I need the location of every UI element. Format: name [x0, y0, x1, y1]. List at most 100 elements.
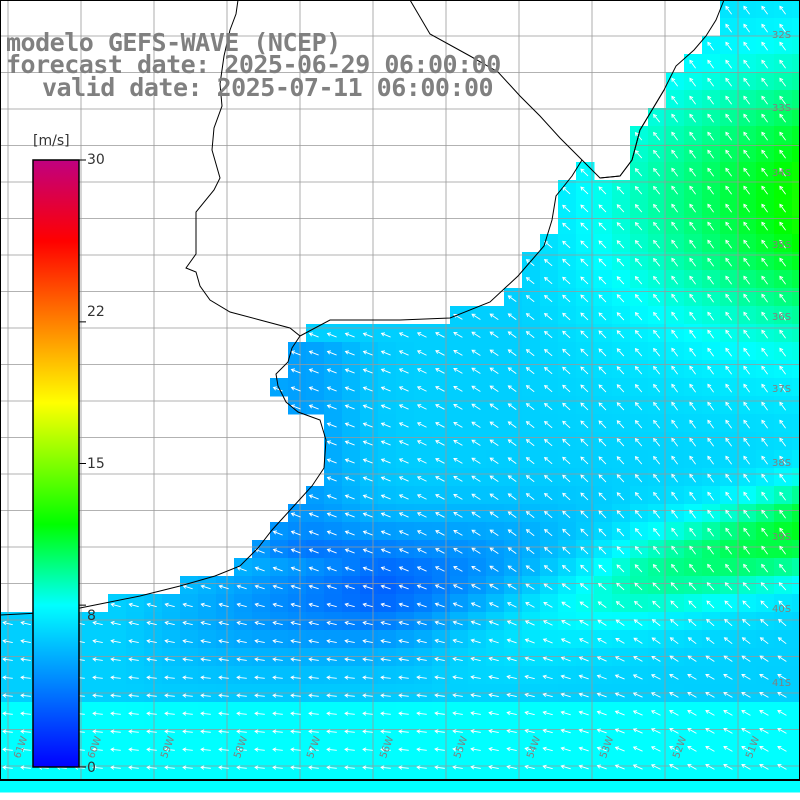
wind-arrow: [344, 639, 355, 644]
wind-speed-cell: [306, 504, 325, 523]
wind-speed-cell: [576, 342, 595, 361]
wind-arrow: [507, 565, 517, 572]
wind-arrow: [562, 420, 571, 429]
wind-speed-cell: [432, 540, 451, 559]
wind-speed-cell: [18, 666, 37, 685]
wind-arrow: [670, 600, 679, 609]
wind-arrow: [128, 765, 139, 770]
wind-arrow: [272, 602, 283, 608]
wind-speed-cell: [720, 432, 739, 451]
wind-arrow: [398, 404, 409, 410]
wind-arrow: [598, 276, 607, 285]
wind-speed-cell: [594, 774, 613, 793]
wind-speed-cell: [720, 324, 739, 343]
wind-arrow: [598, 384, 607, 393]
wind-speed-cell: [468, 576, 487, 595]
wind-speed-cell: [342, 504, 361, 523]
wind-speed-cell: [576, 540, 595, 559]
wind-speed-cell: [738, 702, 757, 721]
wind-speed-cell: [756, 288, 775, 307]
wind-speed-cell: [432, 612, 451, 631]
wind-speed-cell: [738, 360, 757, 379]
wind-arrow: [743, 563, 751, 573]
wind-speed-cell: [666, 576, 685, 595]
wind-arrow: [596, 692, 607, 698]
wind-arrow: [634, 239, 643, 249]
wind-speed-cell: [648, 774, 667, 793]
wind-arrow: [742, 582, 751, 591]
wind-speed-cell: [594, 666, 613, 685]
wind-speed-cell: [504, 396, 523, 415]
wind-arrow: [761, 473, 769, 483]
wind-speed-cell: [576, 486, 595, 505]
wind-arrow: [344, 530, 355, 536]
wind-arrow: [597, 582, 607, 591]
wind-arrow: [580, 258, 589, 267]
wind-speed-cell: [738, 54, 757, 73]
wind-speed-cell: [234, 594, 253, 613]
wind-arrow: [362, 765, 373, 770]
wind-speed-cell: [396, 342, 415, 361]
wind-arrow: [308, 350, 319, 356]
wind-arrow: [398, 440, 409, 446]
wind-speed-cell: [612, 612, 631, 631]
wind-arrow: [254, 548, 265, 554]
wind-speed-cell: [540, 558, 559, 577]
wind-arrow: [200, 620, 211, 626]
wind-arrow: [326, 494, 337, 500]
wind-arrow: [688, 582, 697, 591]
wind-arrow: [598, 312, 607, 321]
wind-arrow: [434, 566, 445, 572]
wind-arrow: [128, 711, 139, 716]
wind-speed-cell: [558, 738, 577, 757]
wind-speed-cell: [522, 756, 541, 775]
wind-arrow: [725, 23, 733, 33]
wind-speed-cell: [756, 630, 775, 649]
wind-speed-cell: [522, 324, 541, 343]
wind-arrow: [290, 747, 301, 752]
wind-arrow: [723, 764, 733, 770]
wind-speed-cell: [756, 36, 775, 55]
wind-speed-cell: [504, 576, 523, 595]
wind-arrow: [689, 77, 697, 87]
wind-speed-cell: [792, 144, 800, 163]
wind-arrow: [362, 602, 373, 608]
wind-speed-cell: [774, 36, 793, 55]
wind-arrow: [598, 564, 607, 573]
wind-arrow: [182, 711, 193, 716]
wind-speed-cell: [216, 648, 235, 667]
wind-speed-cell: [234, 666, 253, 685]
wind-speed-cell: [324, 738, 343, 757]
wind-arrow: [543, 583, 553, 590]
wind-arrow: [489, 584, 499, 590]
wind-speed-cell: [666, 612, 685, 631]
wind-arrow: [507, 295, 517, 303]
wind-arrow: [416, 620, 427, 626]
wind-speed-cell: [648, 162, 667, 181]
wind-speed-cell: [342, 450, 361, 469]
wind-arrow: [525, 277, 535, 285]
wind-speed-cell: [738, 432, 757, 451]
wind-arrow: [20, 747, 31, 752]
wind-speed-cell: [630, 360, 649, 379]
wind-speed-cell: [558, 504, 577, 523]
wind-arrow: [777, 710, 787, 716]
wind-arrow: [182, 747, 193, 752]
wind-speed-cell: [432, 774, 451, 793]
wind-speed-cell: [594, 234, 613, 253]
wind-speed-cell: [324, 486, 343, 505]
wind-arrow: [761, 311, 769, 321]
wind-speed-cell: [684, 648, 703, 667]
wind-speed-cell: [792, 306, 800, 325]
wind-speed-cell: [738, 144, 757, 163]
wind-arrow: [580, 456, 589, 465]
wind-speed-cell: [594, 360, 613, 379]
wind-arrow: [308, 747, 319, 752]
wind-arrow: [761, 419, 769, 429]
wind-speed-cell: [738, 90, 757, 109]
wind-arrow: [614, 746, 625, 752]
wind-arrow: [779, 77, 787, 87]
wind-arrow: [218, 711, 229, 716]
wind-arrow: [525, 385, 535, 393]
wind-arrow: [507, 439, 517, 447]
